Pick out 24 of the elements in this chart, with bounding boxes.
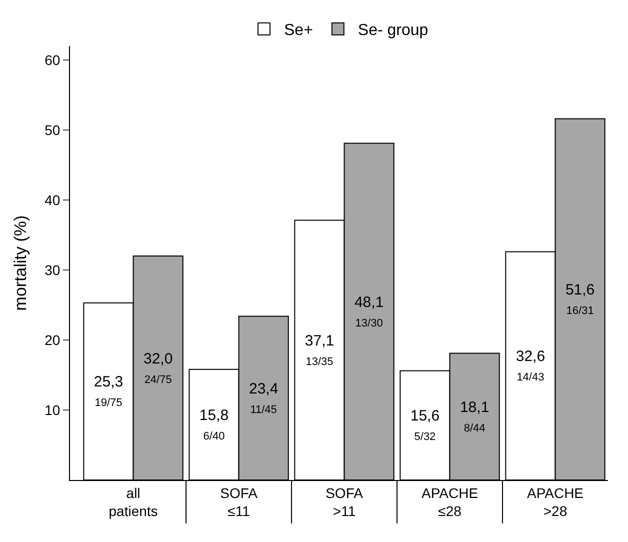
x-tick-label: SOFA ≤11 xyxy=(220,484,258,519)
data-label: 25,3 19/75 xyxy=(94,374,124,410)
x-tick-label: APACHE ≤28 xyxy=(421,484,478,519)
data-label: 15,6 5/32 xyxy=(410,408,440,444)
data-label: 23,4 11/45 xyxy=(248,380,278,416)
data-label: 51,6 16/31 xyxy=(565,282,595,318)
data-label: 18,1 8/44 xyxy=(460,398,490,434)
x-tick-label: all patients xyxy=(108,484,158,519)
data-label: 15,8 6/40 xyxy=(199,406,229,442)
data-label: 37,1 13/35 xyxy=(304,332,334,368)
data-label: 32,6 14/43 xyxy=(516,348,546,384)
y-tick-label: 10 xyxy=(44,402,60,418)
data-label: 32,0 24/75 xyxy=(143,350,173,386)
y-tick-label: 60 xyxy=(44,52,60,68)
x-tick-label: SOFA >11 xyxy=(326,484,364,519)
x-tick-label: APACHE >28 xyxy=(526,484,584,519)
data-label: 48,1 13/30 xyxy=(354,294,384,330)
y-tick-label: 30 xyxy=(44,262,60,278)
legend-label: Se- group xyxy=(358,22,428,40)
y-tick-label: 20 xyxy=(44,332,60,348)
legend-label: Se+ xyxy=(284,22,313,40)
y-tick-label: 50 xyxy=(44,122,60,138)
y-axis-title: mortality (%) xyxy=(11,215,30,311)
y-tick-label: 40 xyxy=(44,192,60,208)
